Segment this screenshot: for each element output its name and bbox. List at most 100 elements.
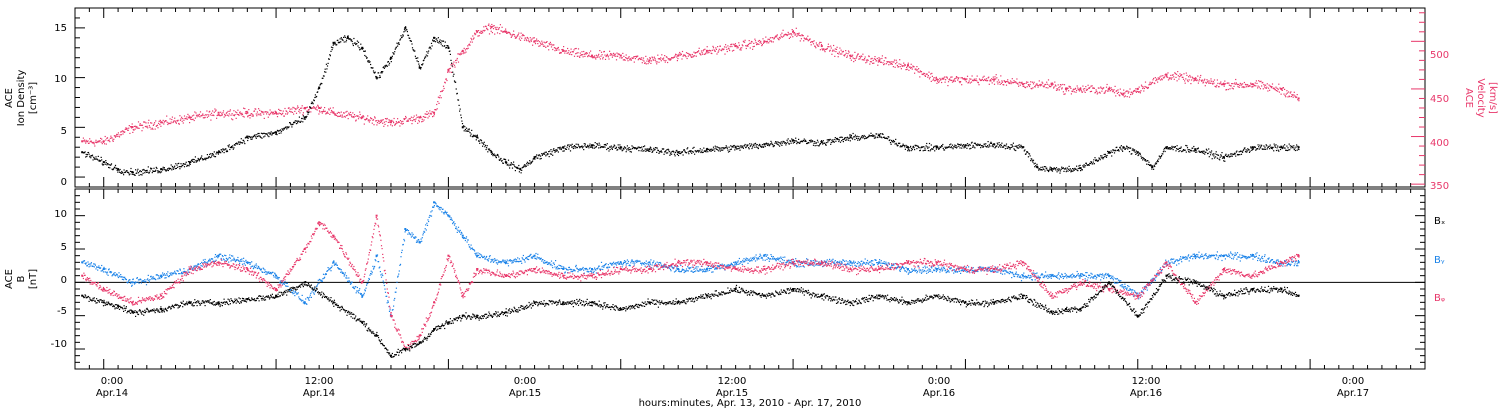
data-dot xyxy=(137,170,138,171)
data-dot xyxy=(803,35,804,36)
data-dot xyxy=(471,38,472,39)
data-dot xyxy=(279,133,280,134)
data-dot xyxy=(202,158,203,159)
data-dot xyxy=(1132,150,1133,151)
data-dot xyxy=(484,30,485,31)
data-dot xyxy=(101,142,102,143)
data-dot xyxy=(183,122,184,123)
data-dot xyxy=(855,60,856,61)
data-dot xyxy=(688,151,689,152)
data-dot xyxy=(907,146,908,147)
data-dot xyxy=(535,43,536,44)
data-dot xyxy=(465,52,466,53)
data-dot xyxy=(649,149,650,150)
data-dot xyxy=(162,168,163,169)
data-dot xyxy=(1037,166,1038,167)
data-dot xyxy=(966,145,967,146)
data-dot xyxy=(841,53,842,54)
data-dot xyxy=(577,147,578,148)
data-dot xyxy=(203,117,204,118)
data-dot xyxy=(1171,146,1172,147)
data-dot xyxy=(1181,147,1182,148)
data-dot xyxy=(90,263,91,264)
data-dot xyxy=(936,77,937,78)
data-dot xyxy=(802,141,803,142)
data-dot xyxy=(242,114,243,115)
data-dot xyxy=(194,120,195,121)
data-dot xyxy=(1259,145,1260,146)
data-dot xyxy=(769,39,770,40)
data-dot xyxy=(655,60,656,61)
data-dot xyxy=(182,121,183,122)
data-dot xyxy=(1027,152,1028,153)
data-dot xyxy=(651,60,652,61)
data-dot xyxy=(380,72,381,73)
data-dot xyxy=(128,282,129,283)
data-dot xyxy=(647,58,648,59)
data-dot xyxy=(114,274,115,275)
data-dot xyxy=(1297,94,1298,95)
data-dot xyxy=(950,144,951,145)
data-dot xyxy=(420,68,421,69)
data-dot xyxy=(363,116,364,117)
data-dot xyxy=(414,116,415,117)
data-dot xyxy=(296,123,297,124)
data-dot xyxy=(451,72,452,73)
data-dot xyxy=(309,111,310,112)
field-tick-label: -10 xyxy=(51,339,67,350)
data-dot xyxy=(492,32,493,33)
data-dot xyxy=(454,67,455,68)
data-dot xyxy=(1082,165,1083,166)
data-dot xyxy=(220,115,221,116)
data-dot xyxy=(1120,89,1121,90)
data-dot xyxy=(1256,80,1257,81)
data-dot xyxy=(142,169,143,170)
data-dot xyxy=(171,169,172,170)
data-dot xyxy=(399,122,400,123)
data-dot xyxy=(677,152,678,153)
data-dot xyxy=(214,112,215,113)
data-dot xyxy=(987,80,988,81)
data-dot xyxy=(135,126,136,127)
data-dot xyxy=(562,49,563,50)
data-dot xyxy=(283,111,284,112)
data-dot xyxy=(965,147,966,148)
data-dot xyxy=(1105,155,1106,156)
data-dot xyxy=(347,115,348,116)
data-dot xyxy=(571,147,572,148)
data-dot xyxy=(820,42,821,43)
data-dot xyxy=(853,133,854,134)
data-dot xyxy=(365,56,366,57)
data-dot xyxy=(275,111,276,112)
data-dot xyxy=(619,144,620,145)
data-dot xyxy=(619,148,620,149)
data-dot xyxy=(816,142,817,143)
data-dot xyxy=(489,149,490,150)
data-dot xyxy=(153,125,154,126)
data-dot xyxy=(1011,144,1012,145)
data-dot xyxy=(670,153,671,154)
data-dot xyxy=(407,121,408,122)
data-dot xyxy=(543,46,544,47)
data-dot xyxy=(720,148,721,149)
data-dot xyxy=(378,72,379,73)
data-dot xyxy=(140,170,141,171)
data-dot xyxy=(567,53,568,54)
data-dot xyxy=(638,147,639,148)
data-dot xyxy=(314,107,315,108)
data-dot xyxy=(465,49,466,50)
data-dot xyxy=(1130,94,1131,95)
data-dot xyxy=(729,147,730,148)
data-dot xyxy=(608,56,609,57)
data-dot xyxy=(664,55,665,56)
data-dot xyxy=(402,121,403,122)
data-dot xyxy=(789,38,790,39)
data-dot xyxy=(1160,158,1161,159)
data-dot xyxy=(510,34,511,35)
data-dot xyxy=(616,59,617,60)
data-dot xyxy=(702,54,703,55)
data-dot xyxy=(553,150,554,151)
data-dot xyxy=(737,46,738,47)
data-dot xyxy=(629,59,630,60)
data-dot xyxy=(340,116,341,117)
